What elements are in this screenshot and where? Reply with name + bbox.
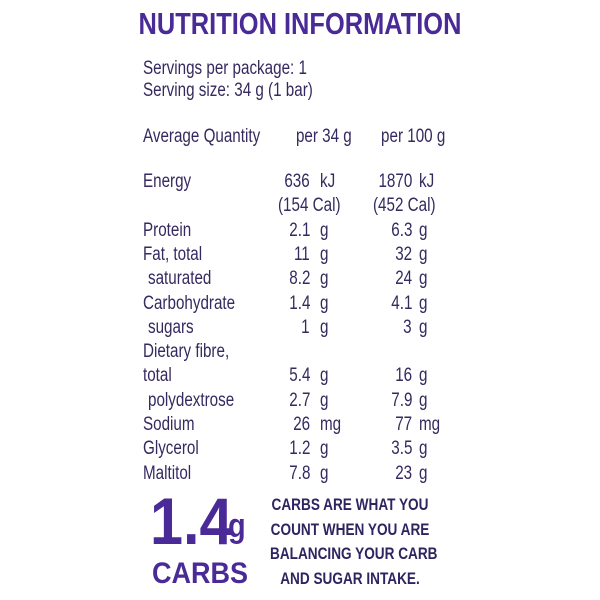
per-serving-unit: g [320,268,329,290]
per-serving-value: 1 [301,316,310,338]
nutrient-name: Maltitol [143,462,192,484]
per-100g-unit: g [419,292,428,314]
highlight-unit: g [228,507,246,545]
per-100g-value: 3 [403,316,412,338]
per-serving-unit: g [320,438,329,460]
per-serving-unit: g [320,219,329,241]
note-line: COUNT WHEN YOU ARE [270,519,430,539]
per-serving-unit: g [320,292,329,314]
nutrient-name: sugars [148,316,194,338]
nutrient-name: saturated [148,268,212,290]
per-serving-unit: kJ [320,171,336,192]
highlight-label: CARBS [151,557,248,590]
per-serving-value: 1.2 [288,438,310,460]
per-100g-value: 23 [395,462,412,484]
per-100g-value: 4.1 [390,292,412,314]
per-100g-unit: g [419,462,428,484]
note-line: CARBS ARE WHAT YOU [271,495,429,514]
per-100g-value: 32 [395,243,412,265]
per-100g-value: 24 [395,268,412,290]
per-serving-unit: g [320,243,329,265]
nutrient-name: Carbohydrate [143,292,236,314]
note-line: BALANCING YOUR CARB [270,544,438,563]
nutrient-name: Sodium [143,414,195,435]
per-100g-unit: g [419,268,428,290]
nutrient-name: Dietary fibre, [143,341,230,363]
per-serving-unit: g [320,316,329,338]
per-serving-unit: g [320,462,329,484]
table-header: per 34 g [296,126,352,147]
per-serving-value: 7.8 [288,462,310,484]
nutrient-name: Energy [143,171,192,192]
per-100g-value: 16 [395,365,412,387]
serving-info: Serving size: 34 g (1 bar) [143,80,313,101]
table-header: per 100 g [380,126,445,147]
per-serving-value: 636 [284,171,310,192]
per-serving-value: 8.2 [288,268,310,290]
per-100g-unit: kJ [419,171,435,192]
per-100g-unit: g [419,219,428,241]
per-serving-unit: mg [320,414,342,435]
per-serving-value: 11 [294,243,310,265]
per-100g-unit: g [419,316,428,338]
note-line: AND SUGAR INTAKE. [280,568,420,588]
per-serving-value: 1.4 [288,292,310,314]
per-serving-unit: g [320,365,329,387]
nutrient-name: Protein [143,219,192,241]
per-serving-value: 26 [293,414,310,435]
per-100g-value: 6.3 [390,219,412,241]
nutrient-name: Glycerol [143,438,199,460]
nutrient-name: total [143,365,172,387]
per-serving-value: 5.4 [288,365,310,387]
per-100g-unit: g [419,438,428,460]
per-100g-value: 77 [395,414,412,435]
per-100g-unit: g [419,243,428,265]
nutrient-name: Fat, total [143,243,203,265]
per-100g-value: 7.9 [390,389,412,411]
per-serving-unit: g [320,389,329,411]
highlight-value: 1.4 [150,484,233,558]
per-100g-value: 3.5 [390,438,412,460]
nutrient-name: polydextrose [148,389,235,411]
per-serving-value: 2.1 [288,219,310,241]
title: NUTRITION INFORMATION [138,6,462,41]
per-100g-unit: g [419,365,428,387]
serving-info: Servings per package: 1 [143,58,307,79]
table-header: Average Quantity [143,126,261,147]
per-100g-unit: g [419,389,428,411]
per-serving-value: 2.7 [288,389,310,411]
per-100g-unit: mg [419,414,441,435]
per-serving-extra: (154 Cal) [278,195,341,217]
per-100g-value: 1870 [378,171,412,192]
per-100g-extra: (452 Cal) [373,195,436,217]
